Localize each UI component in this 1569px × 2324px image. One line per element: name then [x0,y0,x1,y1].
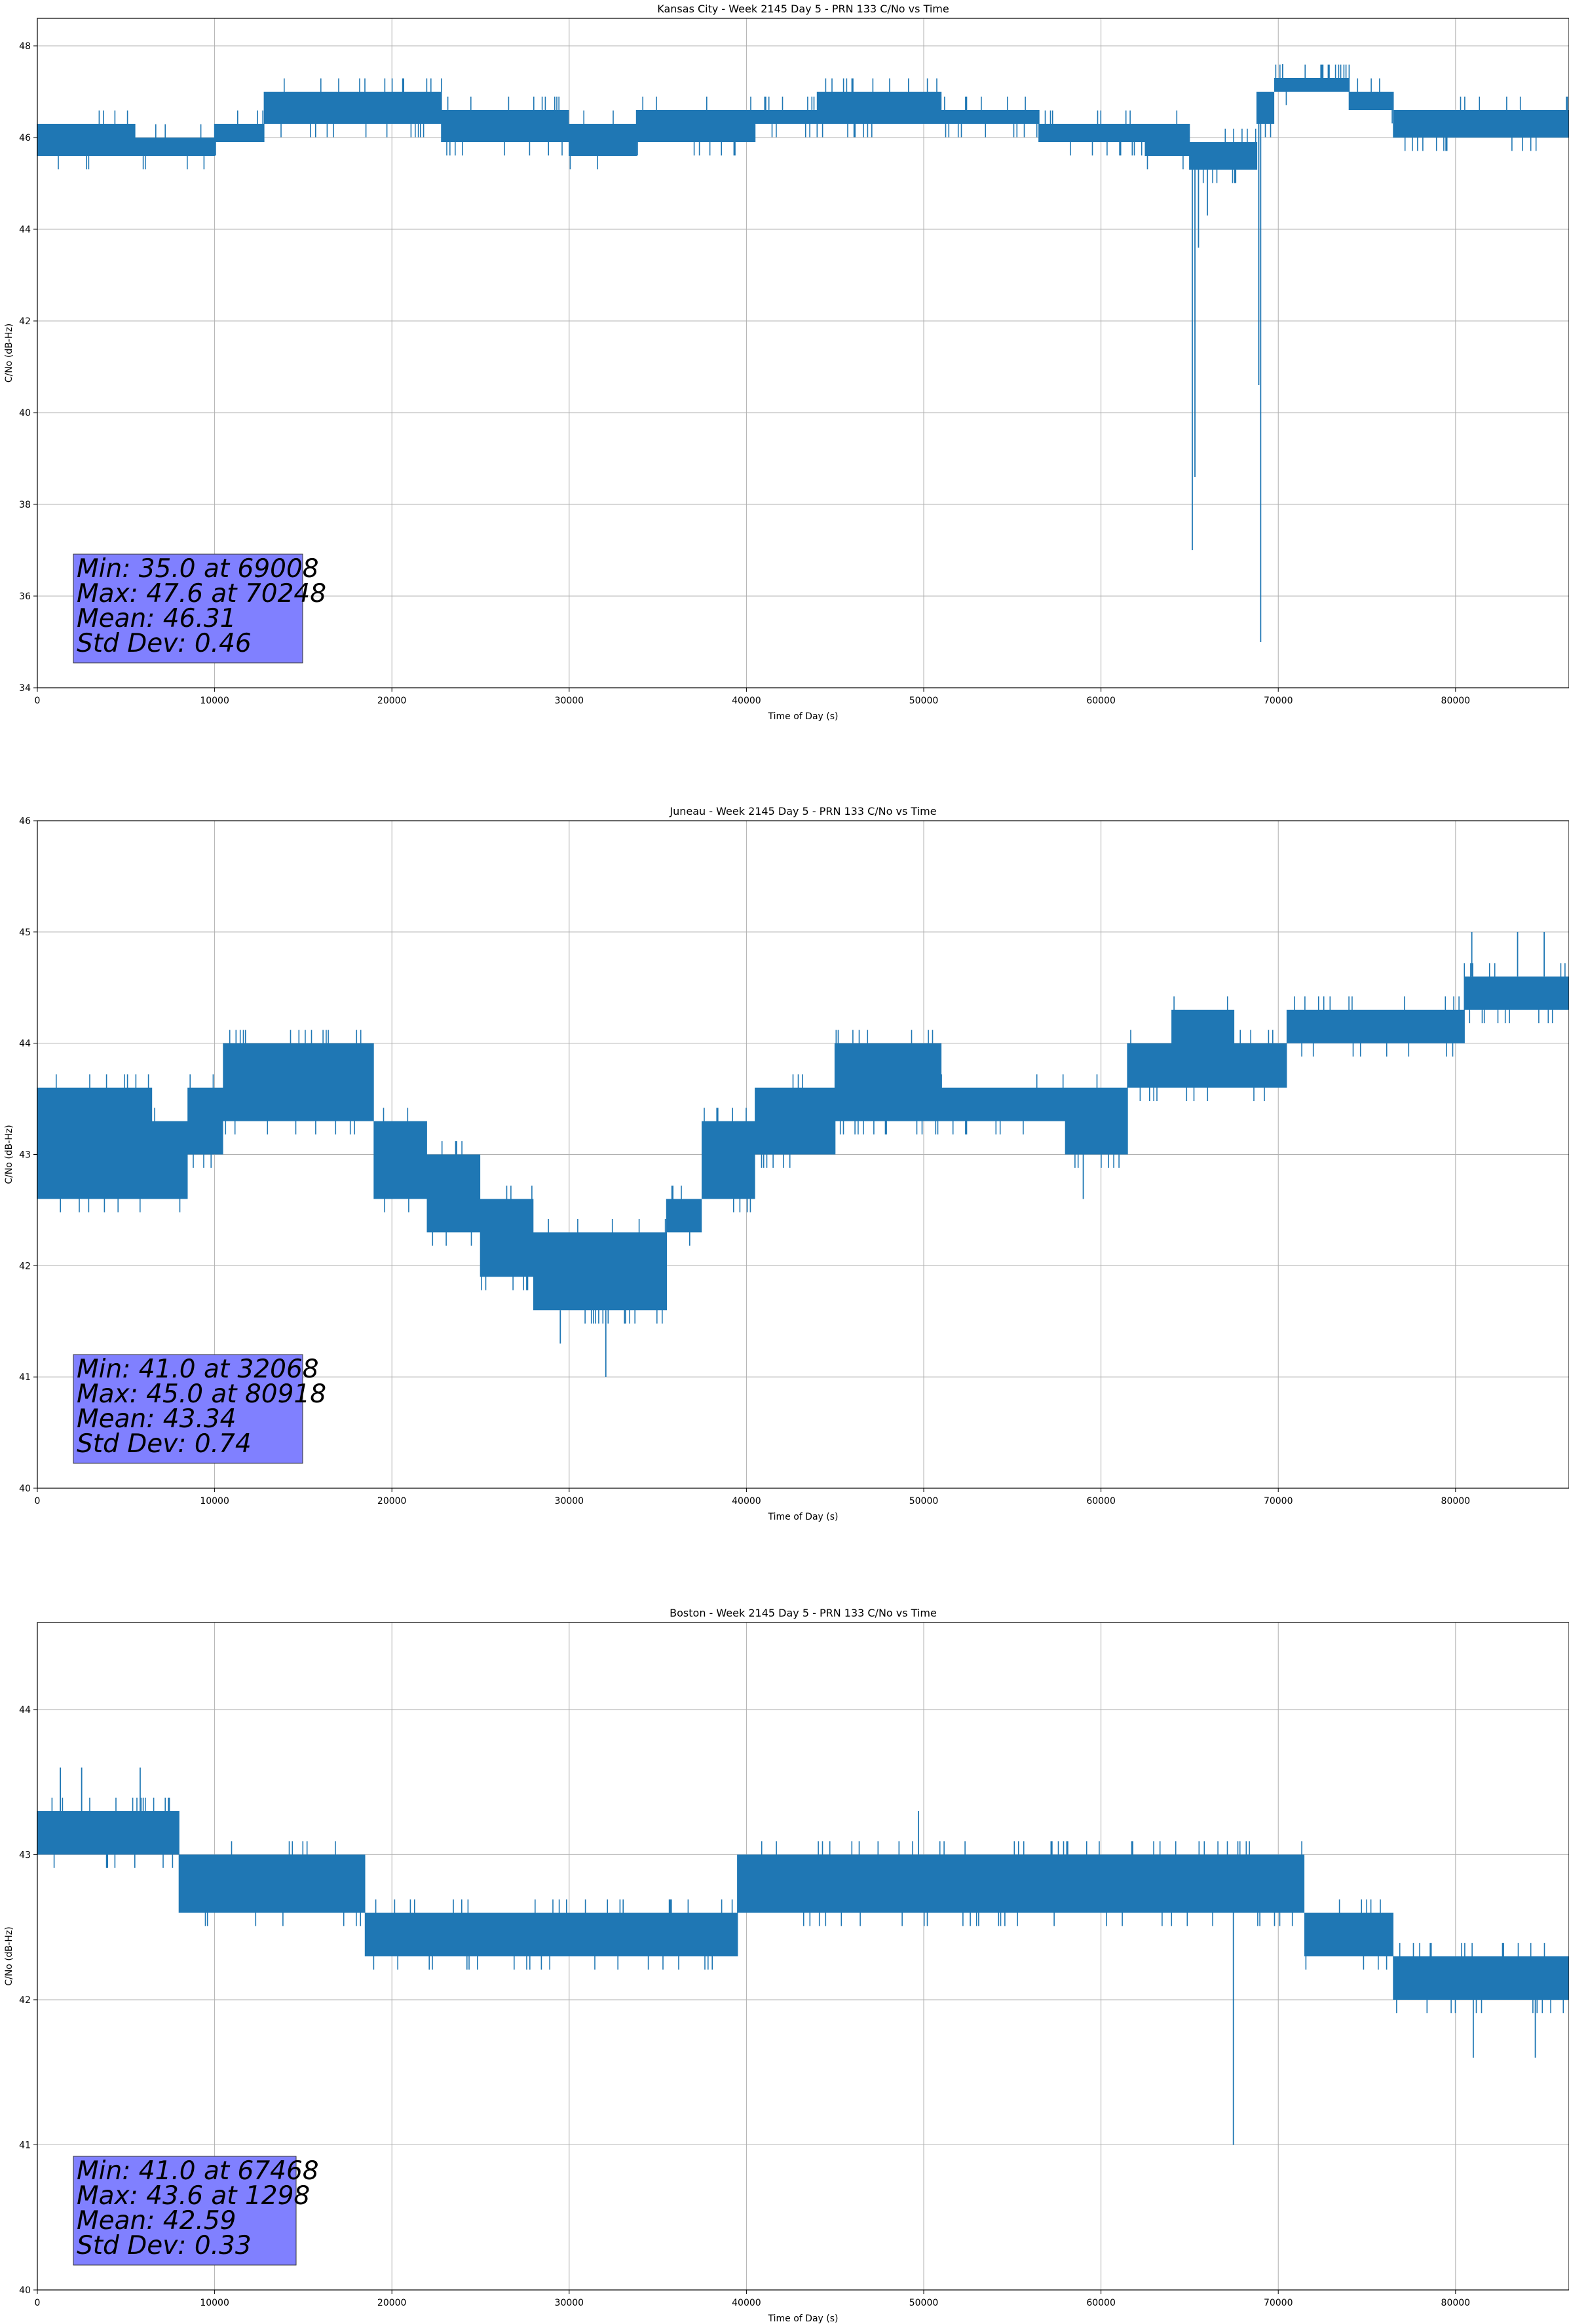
axes-frame [37,1622,1569,2291]
x-tick-label: 50000 [909,2298,939,2308]
stats-box-background [73,2156,297,2266]
y-tick-label: 44 [19,1705,31,1715]
x-axis-label: Time of Day (s) [768,1512,839,1522]
stats-line: Std Dev: 0.46 [77,629,252,658]
y-tick-label: 45 [19,928,31,938]
y-tick-label: 44 [19,1039,31,1049]
y-tick-label: 36 [19,591,31,602]
y-tick-label: 40 [19,408,31,419]
stats-line: Mean: 46.31 [77,604,236,633]
x-tick-label: 20000 [377,1496,407,1507]
y-tick-label: 46 [19,816,31,827]
series-band [37,963,1569,1324]
y-tick-label: 43 [19,1150,31,1161]
stats-line: Mean: 42.59 [77,2206,236,2236]
stats-box-background [73,1354,303,1464]
y-tick-label: 41 [19,2140,31,2150]
chart-title: Juneau - Week 2145 Day 5 - PRN 133 C/No … [669,805,936,817]
x-tick-label: 80000 [1441,1496,1471,1507]
stats-line: Min: 35.0 at 69008 [77,554,319,584]
x-tick-label: 80000 [1441,2298,1471,2308]
x-tick-label: 10000 [200,696,229,706]
y-axis-label: C/No (dB-Hz) [4,1125,14,1184]
y-tick-label: 38 [19,500,31,510]
y-axis-label: C/No (dB-Hz) [4,1926,14,1985]
y-tick-label: 41 [19,1372,31,1383]
y-tick-label: 42 [19,316,31,327]
x-tick-label: 70000 [1264,2298,1293,2308]
stats-box-background [73,553,303,664]
x-tick-label: 10000 [200,2298,229,2308]
x-tick-label: 10000 [200,1496,229,1507]
x-tick-label: 30000 [555,696,584,706]
x-axis-label: Time of Day (s) [768,711,839,722]
series-line [37,1767,1569,2145]
series-band [37,1797,1569,2014]
x-tick-label: 20000 [377,696,407,706]
x-tick-label: 70000 [1264,1496,1293,1507]
y-tick-label: 48 [19,41,31,52]
x-tick-label: 40000 [732,2298,761,2308]
x-tick-label: 50000 [909,696,939,706]
x-tick-label: 0 [35,696,41,706]
x-tick-label: 40000 [732,696,761,706]
stats-line: Max: 45.0 at 80918 [77,1379,326,1409]
y-tick-label: 44 [19,225,31,235]
x-tick-label: 0 [35,1496,41,1507]
stats-line: Max: 47.6 at 70248 [77,579,326,609]
stats-line: Mean: 43.34 [77,1404,236,1434]
x-tick-label: 60000 [1086,2298,1116,2308]
y-tick-label: 46 [19,133,31,143]
chart-kansas-city: Kansas City - Week 2145 Day 5 - PRN 133 … [4,3,1569,722]
x-tick-label: 60000 [1086,1496,1116,1507]
y-tick-label: 40 [19,1484,31,1494]
y-axis-label: C/No (dB-Hz) [4,324,14,383]
x-tick-label: 80000 [1441,696,1471,706]
stats-line: Min: 41.0 at 32068 [77,1355,319,1384]
x-tick-label: 40000 [732,1496,761,1507]
x-tick-label: 50000 [909,1496,939,1507]
series-line [37,64,1569,642]
stats-line: Std Dev: 0.74 [77,1429,252,1459]
x-tick-label: 30000 [555,1496,584,1507]
y-tick-label: 43 [19,1850,31,1860]
y-tick-label: 34 [19,683,31,694]
x-tick-label: 60000 [1086,696,1116,706]
y-tick-label: 42 [19,1261,31,1271]
chart-juneau: Juneau - Week 2145 Day 5 - PRN 133 C/No … [4,805,1569,1522]
stats-line: Std Dev: 0.33 [77,2231,252,2260]
stats-line: Min: 41.0 at 67468 [77,2156,319,2186]
y-tick-label: 40 [19,2285,31,2296]
x-axis-label: Time of Day (s) [768,2314,839,2324]
chart-title: Kansas City - Week 2145 Day 5 - PRN 133 … [657,3,949,15]
chart-boston: Boston - Week 2145 Day 5 - PRN 133 C/No … [4,1607,1569,2324]
stats-line: Max: 43.6 at 1298 [77,2181,310,2211]
x-tick-label: 20000 [377,2298,407,2308]
x-tick-label: 0 [35,2298,41,2308]
x-tick-label: 70000 [1264,696,1293,706]
series-band [37,64,1569,183]
y-tick-label: 42 [19,1995,31,2006]
axes-frame [37,18,1569,688]
x-tick-label: 30000 [555,2298,584,2308]
chart-title: Boston - Week 2145 Day 5 - PRN 133 C/No … [670,1607,937,1619]
